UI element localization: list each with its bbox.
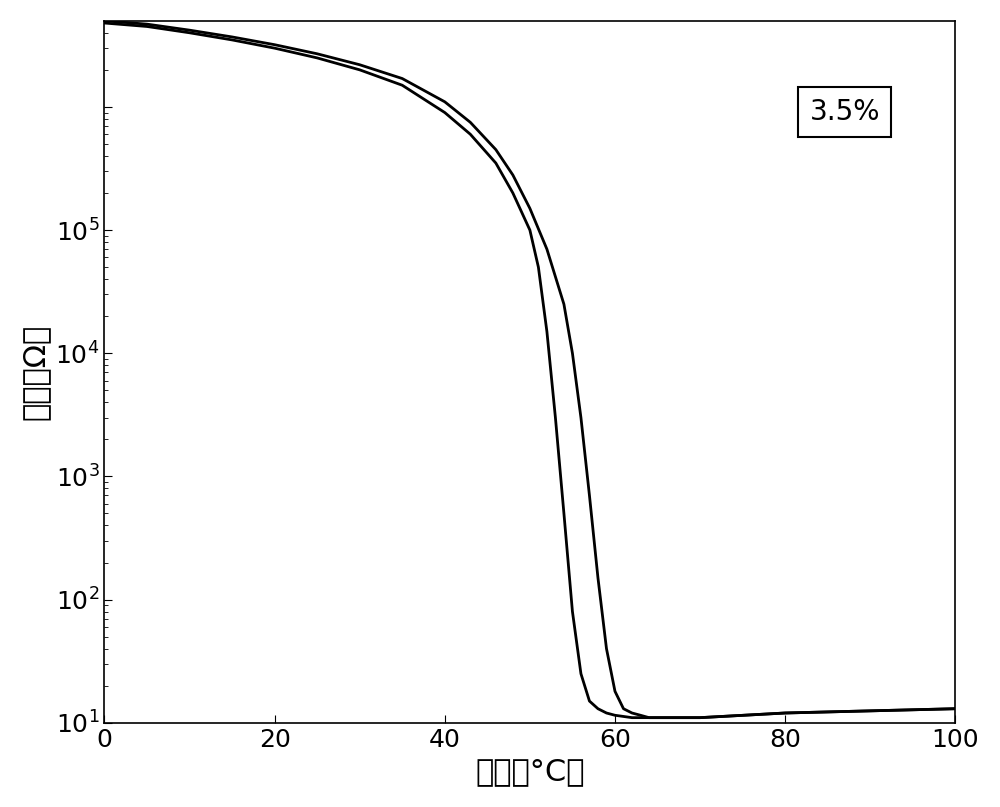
Text: 3.5%: 3.5% [809,98,880,126]
Y-axis label: 电阰（Ω）: 电阰（Ω） [21,324,50,420]
X-axis label: 温度（°C）: 温度（°C） [475,757,585,786]
